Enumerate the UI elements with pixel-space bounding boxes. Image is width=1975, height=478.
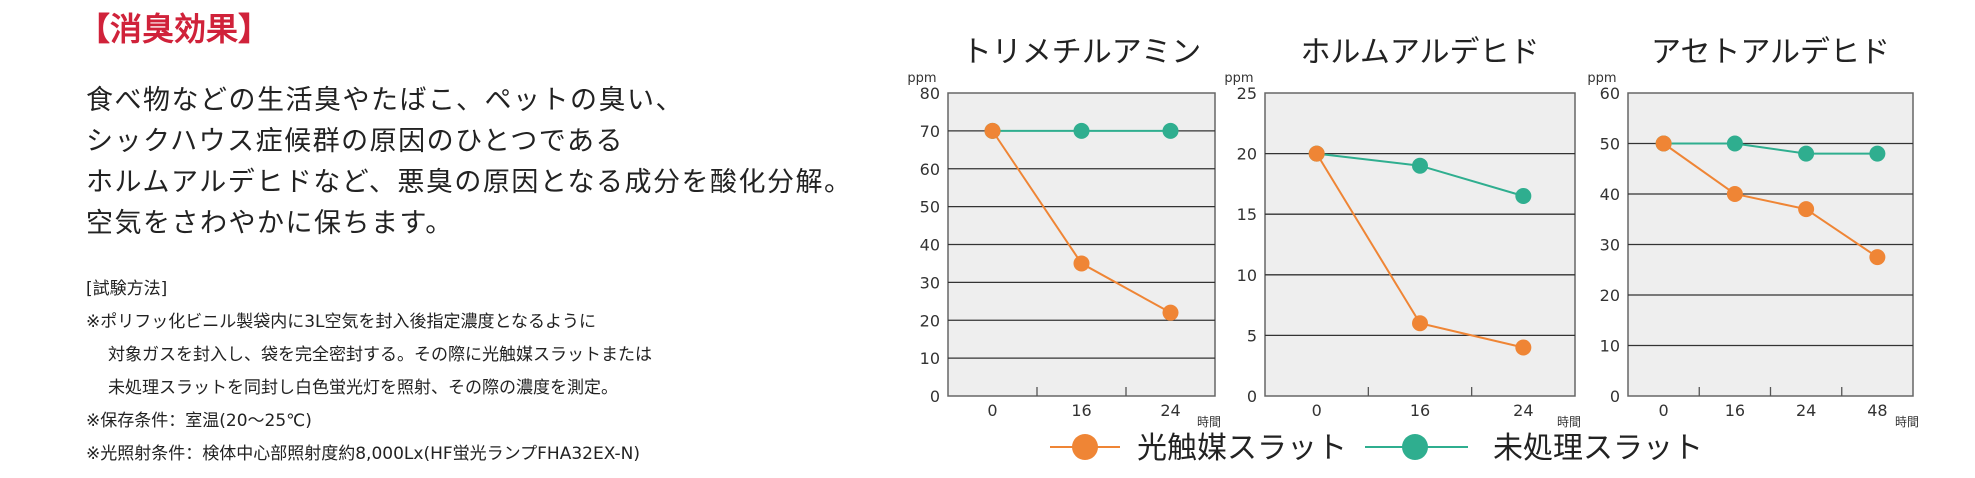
y-tick-label: 20 bbox=[1237, 145, 1257, 164]
y-tick-label: 80 bbox=[920, 84, 940, 103]
x-tick-label: 48 bbox=[1867, 401, 1887, 420]
data-point bbox=[1412, 315, 1428, 332]
method-line: ※ポリフッ化ビニル製袋内に3L空気を封入後指定濃度となるように bbox=[86, 312, 597, 332]
y-tick-label: 25 bbox=[1237, 84, 1257, 103]
data-point bbox=[1162, 304, 1179, 321]
y-tick-label: 0 bbox=[1247, 387, 1257, 406]
data-point bbox=[984, 122, 1001, 139]
method-line: 対象ガスを封入し、袋を完全密封する。その際に光触媒スラットまたは bbox=[108, 345, 652, 365]
legend-label: 未処理スラット bbox=[1493, 431, 1703, 466]
legend-marker bbox=[1072, 434, 1098, 460]
y-tick-label: 10 bbox=[920, 349, 940, 368]
y-axis-unit: ppm bbox=[1224, 71, 1253, 86]
x-tick-label: 24 bbox=[1796, 401, 1816, 420]
x-axis-unit: 時間 bbox=[1895, 415, 1919, 429]
x-tick-label: 16 bbox=[1725, 401, 1745, 420]
storage-condition: ※保存条件：室温(20〜25℃) bbox=[86, 411, 312, 431]
y-axis-unit: ppm bbox=[907, 71, 936, 86]
y-tick-label: 70 bbox=[920, 122, 940, 141]
series-line-0 bbox=[1663, 142, 1878, 258]
x-tick-label: 24 bbox=[1513, 401, 1533, 420]
y-tick-label: 10 bbox=[1600, 337, 1620, 356]
y-tick-label: 5 bbox=[1247, 326, 1257, 345]
data-point bbox=[1869, 145, 1886, 162]
description-line: ホルムアルデヒドなど、悪臭の原因となる成分を酸化分解。 bbox=[86, 167, 853, 198]
chart-title: トリメチルアミン bbox=[962, 35, 1201, 70]
y-tick-label: 15 bbox=[1237, 205, 1257, 224]
light-condition: ※光照射条件：検体中心部照射度約8,000Lx(HF蛍光ランプFHA32EX-N… bbox=[86, 444, 640, 464]
description-line: シックハウス症候群の原因のひとつである bbox=[86, 126, 624, 157]
x-tick-label: 24 bbox=[1160, 401, 1180, 420]
y-tick-label: 50 bbox=[1600, 135, 1620, 154]
data-point bbox=[1515, 339, 1532, 356]
data-point bbox=[1798, 201, 1815, 218]
y-tick-label: 20 bbox=[920, 311, 940, 330]
y-tick-label: 20 bbox=[1600, 286, 1620, 305]
x-tick-label: 0 bbox=[1312, 401, 1322, 420]
y-tick-label: 40 bbox=[920, 236, 940, 255]
y-tick-label: 50 bbox=[920, 198, 940, 217]
data-point bbox=[1308, 145, 1325, 162]
y-tick-label: 10 bbox=[1237, 266, 1257, 285]
data-point bbox=[1515, 188, 1532, 205]
legend-label: 光触媒スラット bbox=[1137, 431, 1347, 466]
x-tick-label: 0 bbox=[1659, 401, 1669, 420]
data-point bbox=[1073, 255, 1090, 272]
data-point bbox=[1162, 122, 1179, 139]
y-tick-label: 40 bbox=[1600, 185, 1620, 204]
chart-title: ホルムアルデヒド bbox=[1300, 35, 1539, 70]
data-point bbox=[1798, 145, 1815, 162]
y-axis-unit: ppm bbox=[1587, 71, 1616, 86]
y-tick-label: 60 bbox=[920, 160, 940, 179]
data-point bbox=[1869, 249, 1886, 266]
y-tick-label: 0 bbox=[1610, 387, 1620, 406]
y-tick-label: 60 bbox=[1600, 84, 1620, 103]
data-point bbox=[1073, 122, 1090, 139]
legend-marker bbox=[1402, 434, 1428, 460]
y-tick-label: 30 bbox=[920, 273, 940, 292]
data-point bbox=[1726, 135, 1743, 152]
method-line: 未処理スラットを同封し白色蛍光灯を照射、その際の濃度を測定。 bbox=[108, 378, 618, 398]
series-line-1 bbox=[1663, 142, 1878, 155]
description-line: 空気をさわやかに保ちます。 bbox=[86, 208, 454, 239]
x-tick-label: 16 bbox=[1410, 401, 1430, 420]
y-tick-label: 30 bbox=[1600, 236, 1620, 255]
data-point bbox=[1412, 157, 1428, 174]
description-line: 食べ物などの生活臭やたばこ、ペットの臭い、 bbox=[86, 85, 684, 116]
x-axis-unit: 時間 bbox=[1197, 415, 1221, 429]
chart-title: アセトアルデヒド bbox=[1651, 35, 1890, 70]
y-tick-label: 0 bbox=[930, 387, 940, 406]
data-point bbox=[1655, 135, 1672, 152]
method-label: [試験方法] bbox=[86, 279, 168, 299]
x-tick-label: 16 bbox=[1071, 401, 1091, 420]
x-tick-label: 0 bbox=[987, 401, 997, 420]
data-point bbox=[1726, 186, 1743, 202]
x-axis-unit: 時間 bbox=[1557, 415, 1581, 429]
section-heading: 【消臭効果】 bbox=[78, 10, 271, 48]
